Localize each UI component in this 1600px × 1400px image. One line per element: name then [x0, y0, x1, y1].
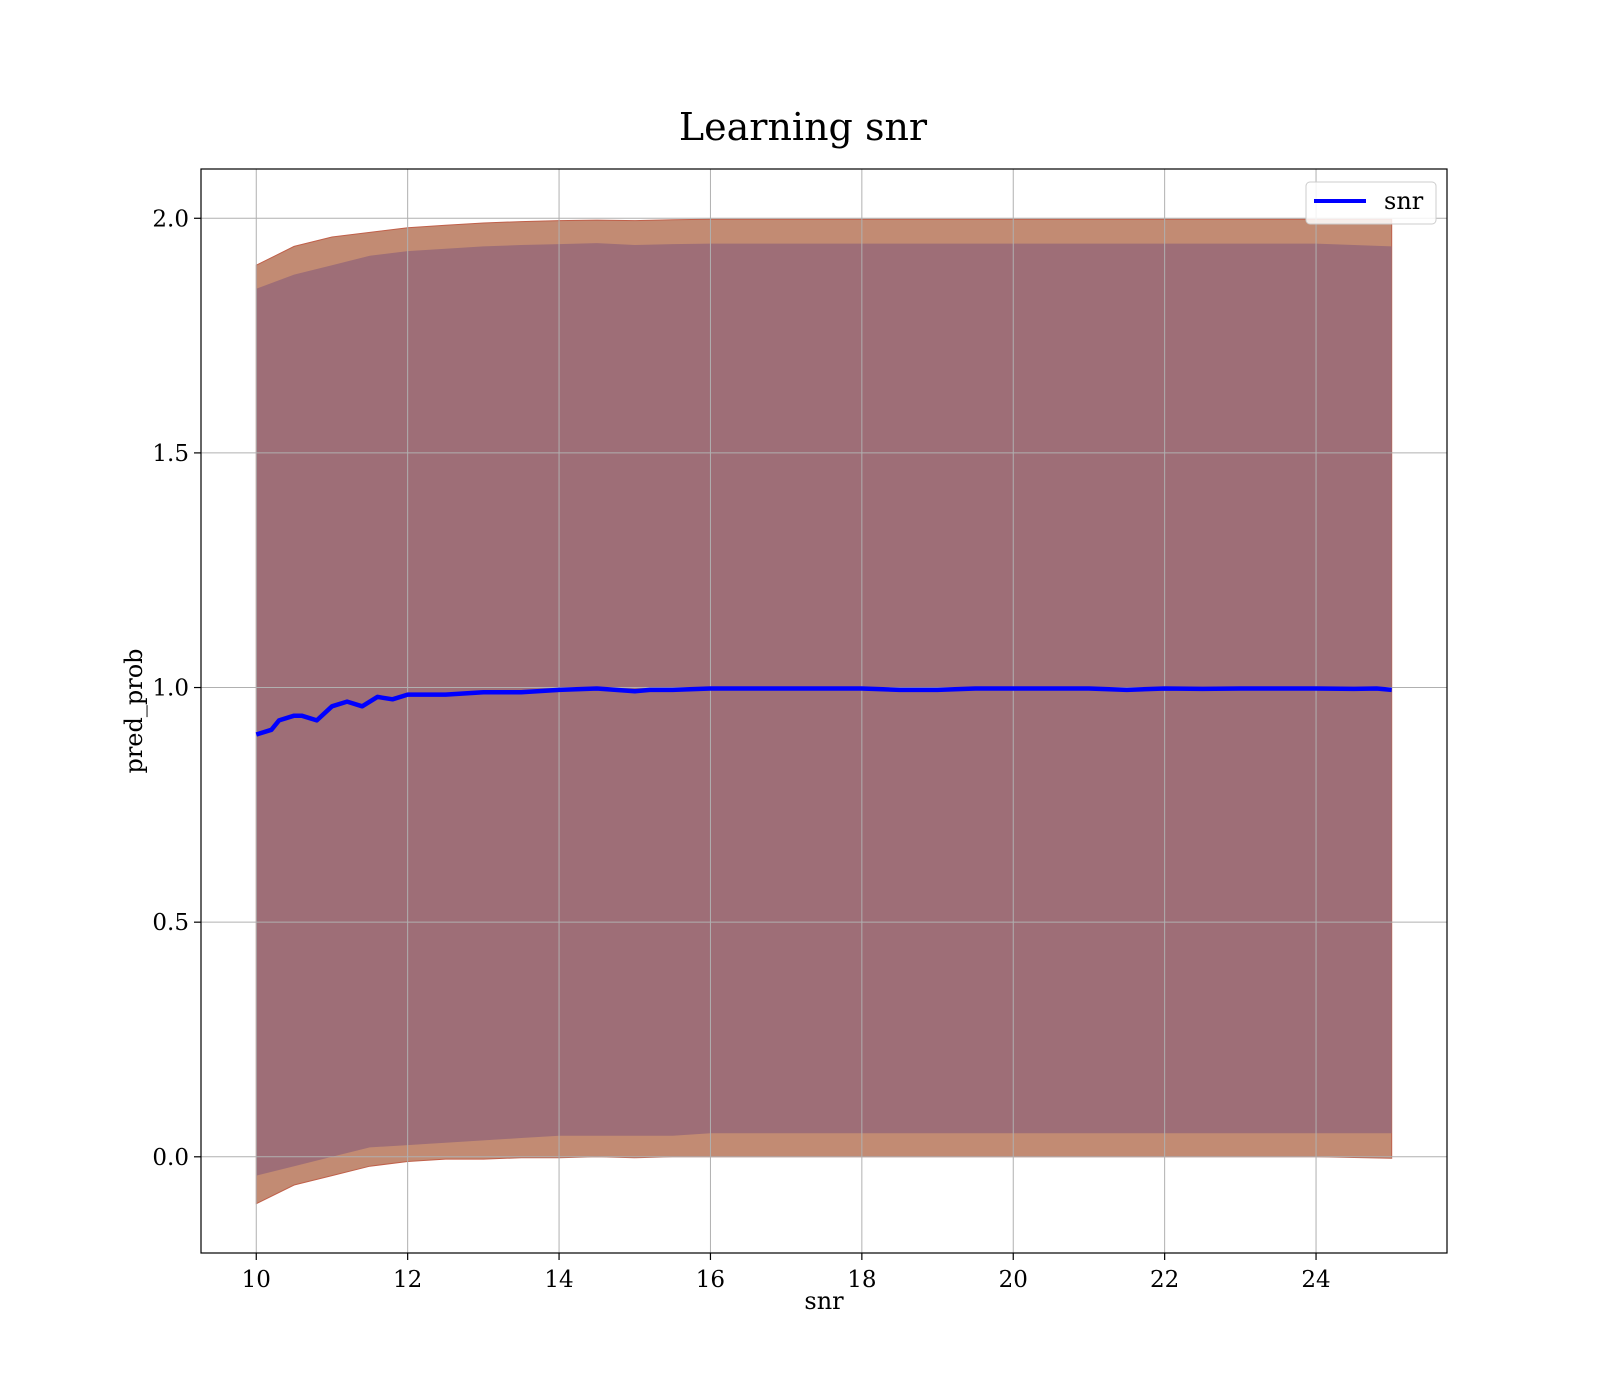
x-axis-ticks: 10 12 14 16 18 20 22 24 [242, 1253, 1331, 1293]
y-tick-label: 0.5 [152, 910, 189, 936]
legend: snr [1305, 181, 1437, 225]
series-layer [255, 686, 1392, 737]
confidence-band-2 [256, 243, 1392, 1176]
x-tick-label: 22 [1150, 1267, 1179, 1293]
plot-area [200, 168, 1448, 1254]
x-axis-label: snr [804, 1287, 844, 1315]
y-axis-label: pred_prob [120, 648, 148, 773]
grid-layer [201, 169, 1447, 1253]
y-tick-label: 1.0 [152, 676, 189, 702]
y-axis-ticks: 0.0 0.5 1.0 1.5 2.0 [152, 206, 201, 1171]
x-tick-label: 20 [999, 1267, 1028, 1293]
x-tick-label: 18 [847, 1267, 876, 1293]
x-tick-label: 14 [544, 1267, 573, 1293]
x-tick-label: 24 [1301, 1267, 1330, 1293]
x-tick-label: 12 [393, 1267, 422, 1293]
legend-box [1305, 181, 1437, 225]
bands-layer [255, 218, 1393, 1205]
x-tick-label: 10 [242, 1267, 271, 1293]
y-tick-label: 0.0 [152, 1145, 189, 1171]
plot-frame [200, 168, 1448, 1254]
series-line-snr [255, 686, 1392, 737]
y-tick-label: 2.0 [152, 206, 189, 232]
x-tick-label: 16 [696, 1267, 725, 1293]
legend-label-snr: snr [1384, 187, 1424, 215]
y-tick-label: 1.5 [152, 441, 189, 467]
chart-title: Learning snr [679, 105, 928, 149]
